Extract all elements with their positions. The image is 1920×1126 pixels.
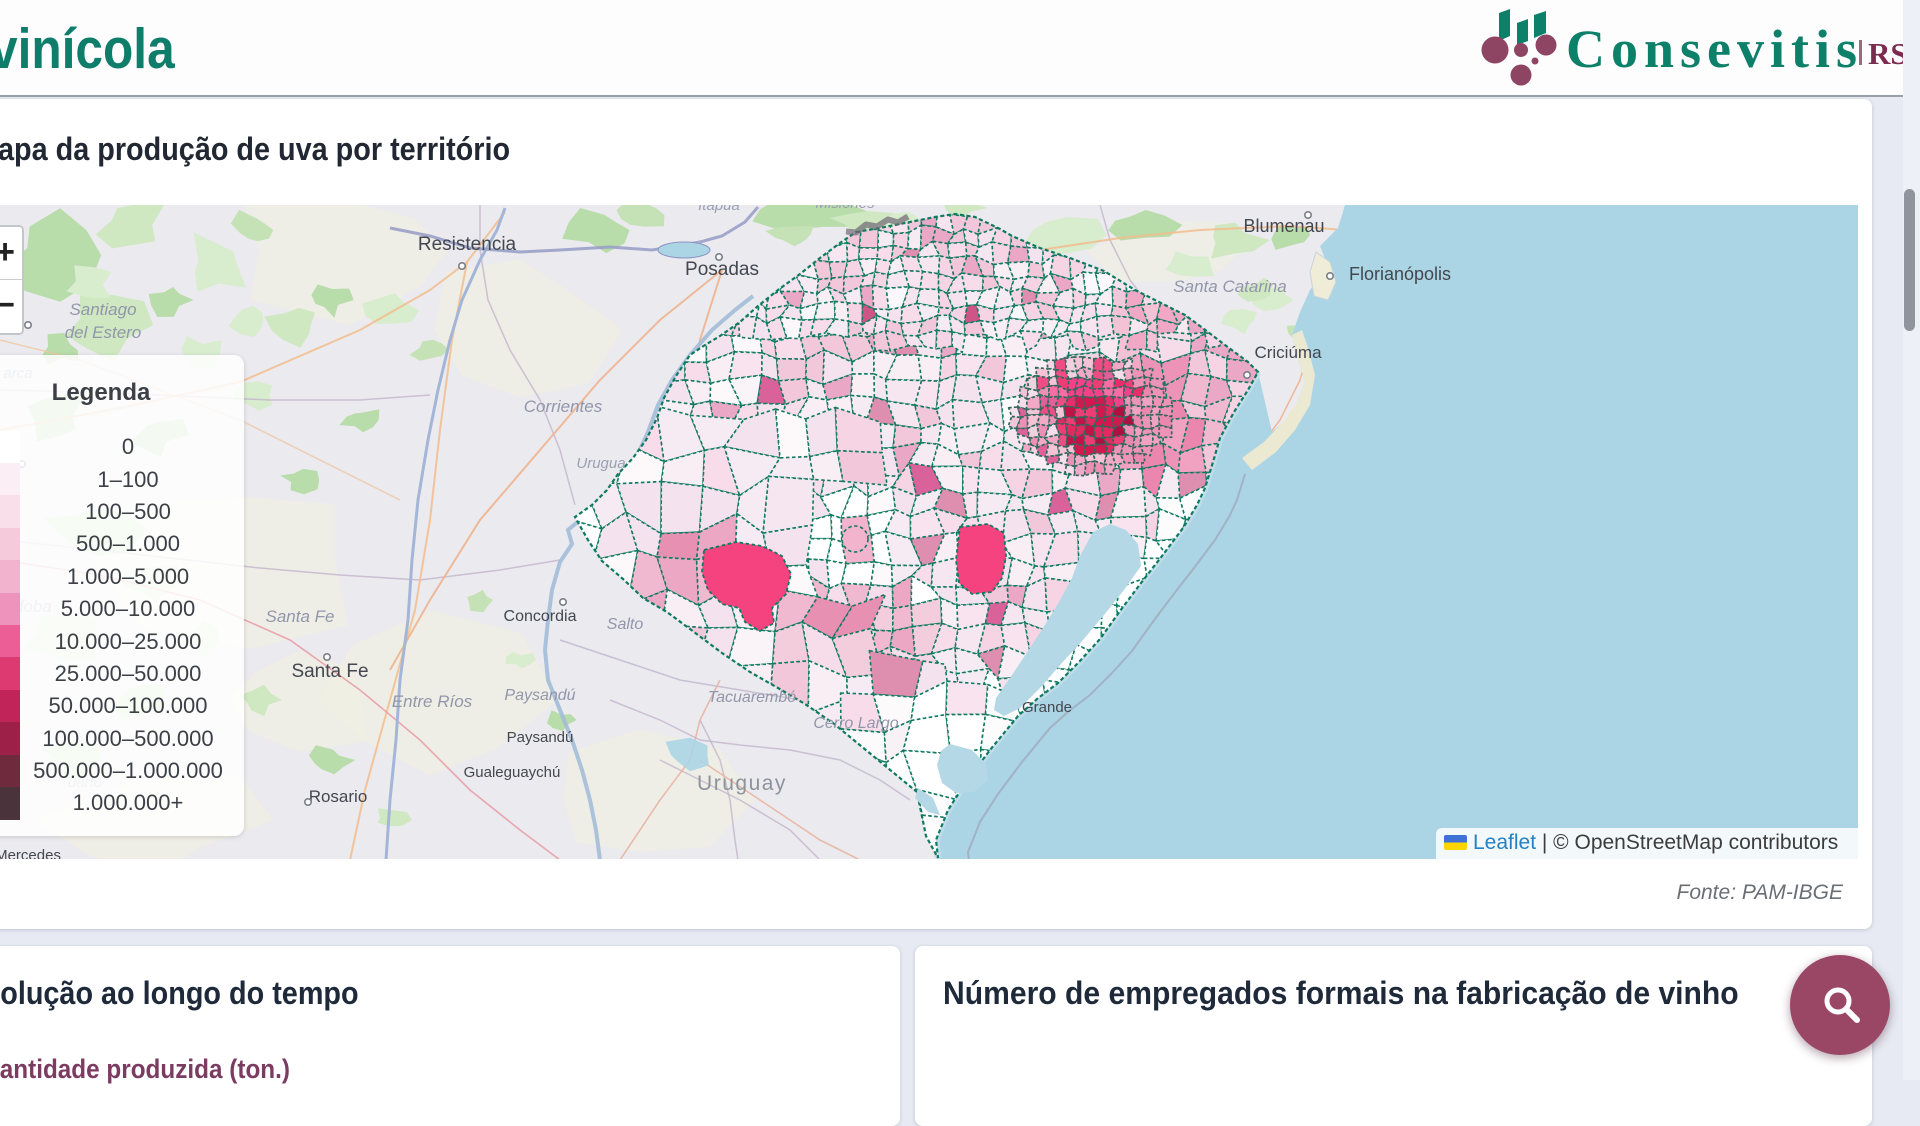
svg-text:Entre Ríos: Entre Ríos xyxy=(392,692,473,711)
svg-text:Blumenau: Blumenau xyxy=(1243,216,1324,236)
svg-text:Corrientes: Corrientes xyxy=(524,397,603,416)
svg-text:Resistencia: Resistencia xyxy=(418,234,517,255)
svg-text:Florianópolis: Florianópolis xyxy=(1349,264,1451,284)
svg-text:Santa Fe: Santa Fe xyxy=(266,607,335,626)
svg-text:Grande: Grande xyxy=(1022,699,1072,716)
svg-text:Criciúma: Criciúma xyxy=(1254,343,1322,362)
svg-text:Paysandú: Paysandú xyxy=(504,687,575,704)
svg-text:Santiago: Santiago xyxy=(69,300,136,319)
svg-text:Salto: Salto xyxy=(607,616,644,633)
svg-text:Paysandú: Paysandú xyxy=(507,729,574,746)
svg-text:Concordia: Concordia xyxy=(504,608,577,625)
svg-text:Itapúa: Itapúa xyxy=(698,205,740,214)
svg-text:Cerro Largo: Cerro Largo xyxy=(813,715,898,732)
svg-text:del Estero: del Estero xyxy=(65,323,142,342)
svg-text:Santa Fe: Santa Fe xyxy=(291,661,368,682)
svg-text:Misiones: Misiones xyxy=(815,205,875,212)
svg-text:Rosario: Rosario xyxy=(309,787,368,806)
svg-text:Santa Catarina: Santa Catarina xyxy=(1173,277,1286,296)
svg-text:Tacuarembó: Tacuarembó xyxy=(708,689,796,706)
svg-text:Gualeguaychú: Gualeguaychú xyxy=(464,764,561,781)
svg-text:Urugua: Urugua xyxy=(576,455,625,472)
svg-text:Uruguay: Uruguay xyxy=(697,772,787,795)
svg-text:Mercedes: Mercedes xyxy=(0,847,61,859)
svg-text:Posadas: Posadas xyxy=(685,259,759,280)
